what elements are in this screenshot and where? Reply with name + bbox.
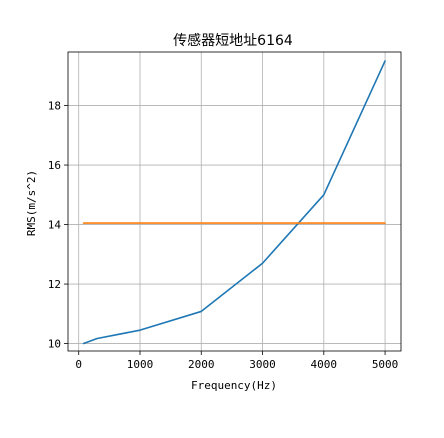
plot-frame: [67, 51, 402, 352]
y-tick-label: 18: [48, 100, 61, 113]
x-tick-label: 2000: [188, 358, 215, 371]
axis-ticks: 0 1000 2000 3000 4000 5000 10 12 14 16 18: [48, 100, 399, 371]
x-axis-label: Frequency(Hz): [191, 379, 277, 392]
y-axis-label: RMS(m/s^2): [25, 170, 38, 236]
x-tick-label: 0: [75, 358, 82, 371]
y-tick-label: 10: [48, 338, 61, 351]
y-tick-label: 16: [48, 159, 61, 172]
y-tick-label: 12: [48, 278, 61, 291]
x-tick-label: 1000: [127, 358, 154, 371]
x-tick-label: 3000: [249, 358, 276, 371]
x-tick-label: 5000: [372, 358, 399, 371]
series-layer: [82, 60, 386, 345]
chart-title: 传感器短地址6164: [173, 32, 293, 49]
grid: [68, 52, 401, 351]
x-tick-label: 4000: [311, 358, 338, 371]
y-tick-label: 14: [48, 219, 62, 232]
